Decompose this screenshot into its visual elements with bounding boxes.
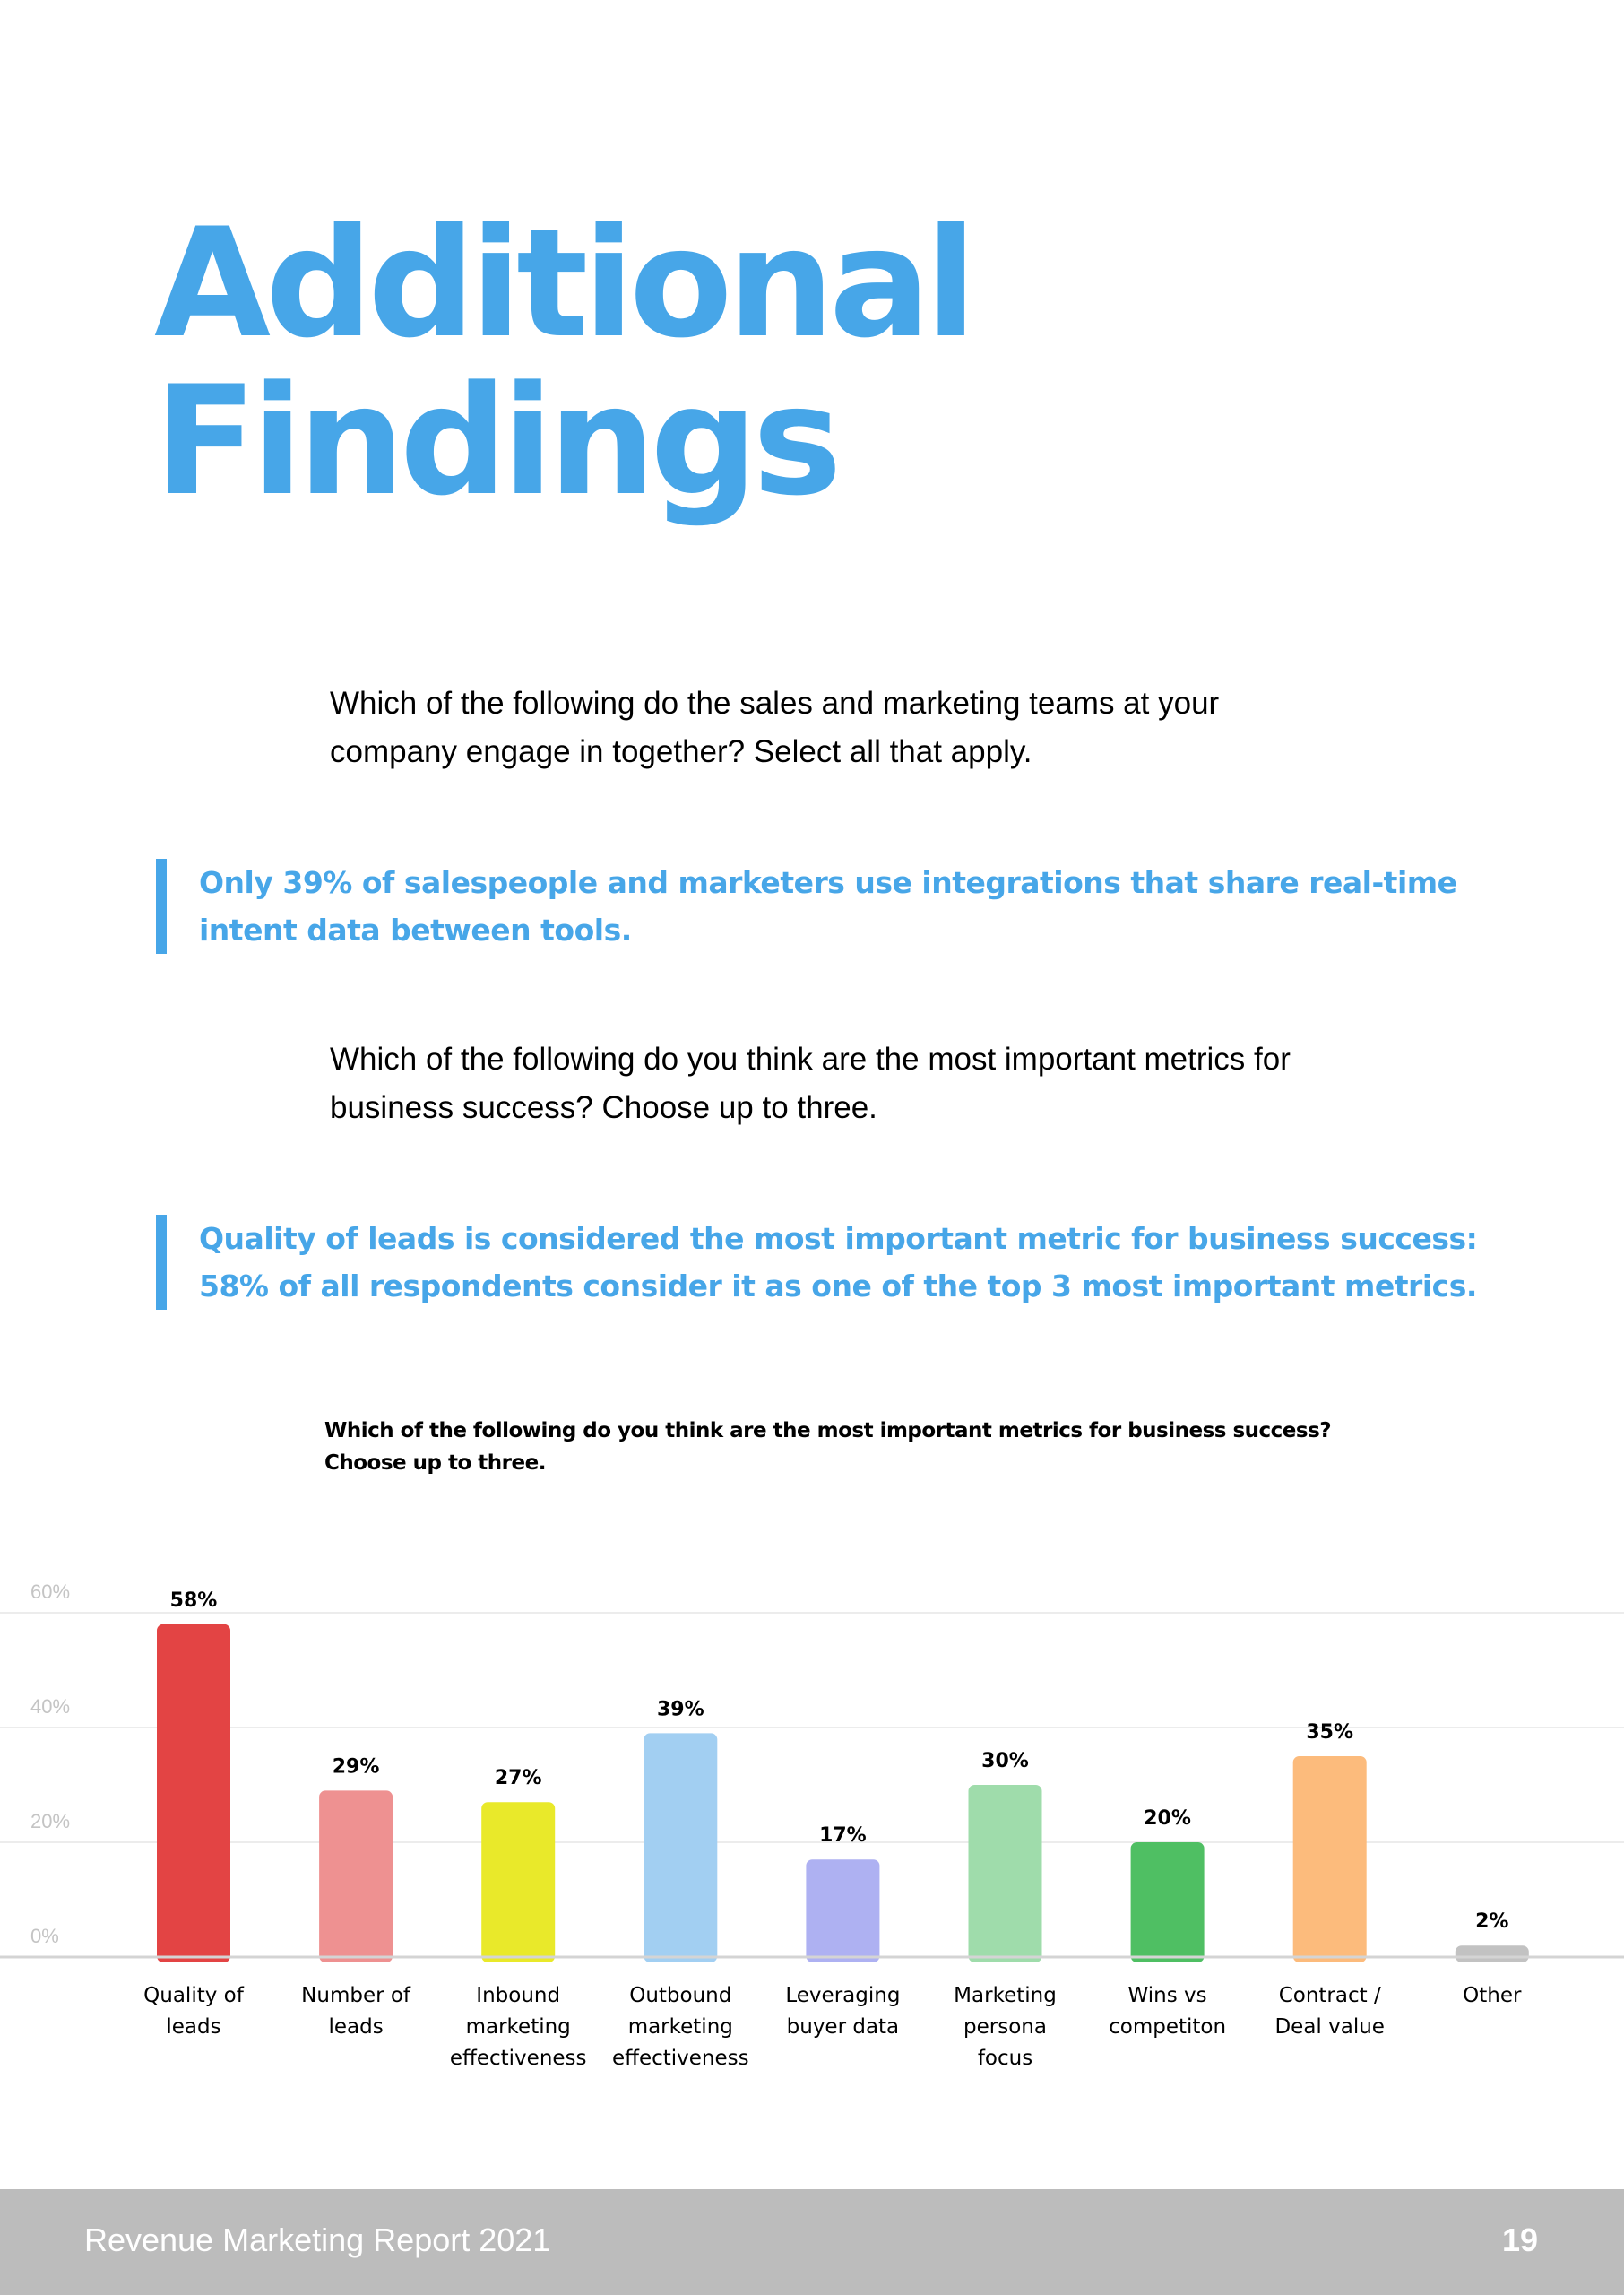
x-tick-label: Quality of bbox=[143, 1984, 245, 2007]
y-tick-label: 20% bbox=[30, 1810, 70, 1832]
x-tick-label: Other bbox=[1463, 1984, 1522, 2007]
data-label: 2% bbox=[1475, 1910, 1508, 1933]
x-tick-label: leads bbox=[166, 2015, 220, 2039]
bar bbox=[319, 1790, 393, 1962]
bar bbox=[481, 1802, 556, 1962]
data-label: 27% bbox=[495, 1767, 542, 1789]
x-tick-label: Contract / bbox=[1279, 1984, 1381, 2007]
y-tick-label: 60% bbox=[30, 1581, 70, 1603]
bar bbox=[968, 1785, 1042, 1962]
x-tick-label: Outbound bbox=[629, 1984, 731, 2007]
x-tick-label: Marketing bbox=[954, 1984, 1057, 2007]
data-label: 58% bbox=[170, 1589, 218, 1612]
data-label: 29% bbox=[333, 1755, 380, 1778]
question-2: Which of the following do you think are … bbox=[330, 1042, 1291, 1125]
x-tick-label: persona bbox=[963, 2015, 1047, 2039]
x-tick-label: marketing bbox=[628, 2015, 733, 2039]
page-title: Additional Findings bbox=[154, 195, 977, 529]
x-tick-label: Deal value bbox=[1274, 2015, 1384, 2039]
bar bbox=[1292, 1756, 1367, 1962]
chart-title: Which of the following do you think are … bbox=[324, 1415, 1400, 1479]
data-label: 17% bbox=[819, 1824, 867, 1847]
page-number: 19 bbox=[1501, 2221, 1538, 2258]
callout-2: Quality of leads is considered the most … bbox=[156, 1215, 1490, 1310]
callout-1: Only 39% of salespeople and marketers us… bbox=[156, 859, 1490, 954]
x-tick-label: Wins vs bbox=[1128, 1984, 1207, 2007]
x-tick-label: buyer data bbox=[787, 2015, 900, 2039]
x-tick-label: Number of bbox=[301, 1984, 411, 2007]
bar bbox=[1455, 1945, 1529, 1962]
footer-report-title: Revenue Marketing Report 2021 bbox=[84, 2221, 551, 2258]
footer: Revenue Marketing Report 2021 19 bbox=[0, 2189, 1624, 2295]
data-label: 35% bbox=[1306, 1721, 1353, 1744]
x-tick-label: leads bbox=[328, 2015, 383, 2039]
x-tick-label: marketing bbox=[466, 2015, 571, 2039]
chart-title-line-2: Choose up to three. bbox=[324, 1451, 546, 1475]
x-tick-label: Inbound bbox=[476, 1984, 560, 2007]
x-tick-label: Leveraging bbox=[785, 1984, 900, 2007]
y-tick-label: 40% bbox=[30, 1695, 70, 1718]
bar-chart: 0% 20% 40% 60% 58% Quality of leads 29% Number o… bbox=[0, 1581, 1624, 2070]
x-tick-label: effectiveness bbox=[612, 2047, 749, 2070]
data-label: 39% bbox=[657, 1698, 704, 1720]
x-tick-label: effectiveness bbox=[450, 2047, 587, 2070]
bar bbox=[1130, 1842, 1205, 1962]
title-line-2: Findings bbox=[154, 353, 842, 529]
bar bbox=[157, 1624, 230, 1962]
bar bbox=[644, 1733, 718, 1962]
x-tick-label: competiton bbox=[1109, 2015, 1226, 2039]
chart-title-line-1: Which of the following do you think are … bbox=[324, 1419, 1332, 1442]
y-tick-label: 0% bbox=[30, 1925, 59, 1947]
bar bbox=[806, 1859, 880, 1962]
data-label: 20% bbox=[1144, 1807, 1191, 1830]
x-tick-label: focus bbox=[978, 2047, 1032, 2070]
data-label: 30% bbox=[981, 1750, 1029, 1772]
question-1: Which of the following do the sales and … bbox=[330, 686, 1220, 769]
title-line-1: Additional bbox=[154, 195, 977, 371]
